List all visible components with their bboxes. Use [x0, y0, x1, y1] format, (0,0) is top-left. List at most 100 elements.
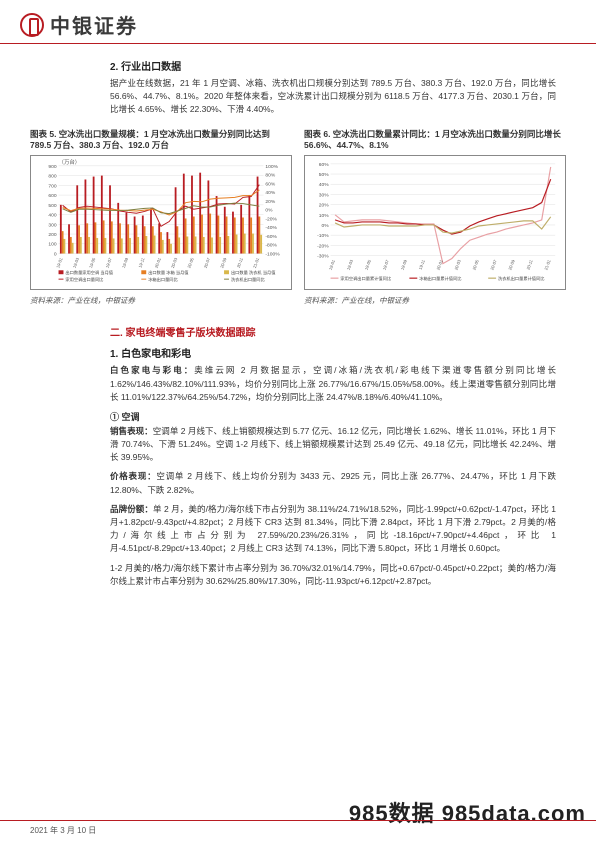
svg-text:冰箱出口量累计值同比: 冰箱出口量累计值同比: [419, 276, 461, 283]
ac-brand2: 1-2 月美的/格力/海尔线下累计市占率分别为 36.70%/32.01%/14…: [110, 562, 556, 588]
svg-text:20%: 20%: [319, 203, 329, 209]
svg-text:19-09: 19-09: [121, 257, 130, 269]
svg-text:19-05: 19-05: [364, 259, 373, 271]
svg-text:洗衣机出口量同比: 洗衣机出口量同比: [231, 277, 265, 284]
brand-name: 中银证券: [50, 10, 138, 39]
svg-text:19-07: 19-07: [104, 257, 113, 269]
svg-text:20%: 20%: [265, 199, 275, 205]
chart5-title: 图表 5. 空冰洗出口数量规模：1 月空冰洗出口数量分别同比达到 789.5 万…: [30, 129, 292, 152]
svg-text:0%: 0%: [322, 223, 330, 229]
svg-text:-60%: -60%: [265, 234, 277, 240]
svg-text:20-05: 20-05: [186, 257, 195, 269]
footer-date: 2021 年 3 月 10 日: [30, 825, 96, 836]
svg-text:出口数量 洗衣机 当月值: 出口数量 洗衣机 当月值: [231, 270, 276, 277]
svg-text:-20%: -20%: [317, 244, 329, 250]
svg-text:900: 900: [48, 164, 56, 170]
svg-text:20-11: 20-11: [525, 259, 533, 271]
svg-text:60%: 60%: [319, 162, 329, 168]
svg-text:80%: 80%: [265, 173, 275, 179]
content-top: 2. 行业出口数据 据产业在线数据，21 年 1 月空调、冰箱、洗衣机出口规模分…: [0, 44, 596, 117]
chart5-block: 图表 5. 空冰洗出口数量规模：1 月空冰洗出口数量分别同比达到 789.5 万…: [30, 129, 292, 307]
svg-text:19-11: 19-11: [137, 257, 145, 269]
chart5-source: 资料来源：产业在线，中银证券: [30, 295, 292, 306]
chart6-svg: -30% -20% -10% 0% 10% 20% 30% 40% 50% 60% 19-01 19-…: [304, 155, 566, 290]
svg-text:19-03: 19-03: [72, 257, 81, 269]
svg-text:60%: 60%: [265, 182, 275, 188]
svg-text:200: 200: [48, 232, 56, 238]
svg-text:21-01: 21-01: [252, 257, 261, 269]
svg-text:20-09: 20-09: [507, 259, 516, 271]
svg-text:20-01: 20-01: [436, 259, 445, 271]
ac-brand-body: 单 2 月，美的/格力/海尔线下市占分别为 38.11%/24.71%/18.5…: [110, 504, 556, 554]
svg-text:0: 0: [54, 252, 57, 258]
svg-text:19-03: 19-03: [346, 259, 355, 271]
svg-text:20-05: 20-05: [471, 259, 480, 271]
svg-text:-80%: -80%: [265, 243, 277, 249]
ac-price-lead: 价格表现：: [110, 471, 156, 481]
ac-brand: 品牌份额：单 2 月，美的/格力/海尔线下市占分别为 38.11%/24.71%…: [110, 503, 556, 556]
section2-para: 据产业在线数据，21 年 1 月空调、冰箱、洗衣机出口规模分别达到 789.5 …: [110, 77, 556, 117]
svg-text:家用空调出口量同比: 家用空调出口量同比: [65, 277, 103, 284]
svg-text:20-07: 20-07: [489, 259, 498, 271]
svg-text:500: 500: [48, 203, 56, 209]
chart6-source: 资料来源：产业在线，中银证券: [304, 295, 566, 306]
svg-text:300: 300: [48, 223, 56, 229]
ac-price: 价格表现：空调单 2 月线下、线上均价分别为 3433 元、2925 元，同比上…: [110, 470, 556, 496]
svg-text:冰箱出口量同比: 冰箱出口量同比: [148, 277, 178, 284]
svg-text:-30%: -30%: [317, 254, 329, 260]
svg-text:800: 800: [48, 174, 56, 180]
svg-text:600: 600: [48, 194, 56, 200]
svg-text:40%: 40%: [265, 191, 275, 197]
svg-text:0%: 0%: [265, 208, 273, 214]
content-bottom: 二. 家电终端零售子版块数据跟踪 1. 白色家电和彩电 白色家电与彩电：奥维云网…: [0, 306, 596, 587]
svg-text:19-11: 19-11: [418, 259, 426, 271]
ac-subnum: ① 空调: [110, 410, 556, 423]
svg-text:100: 100: [48, 242, 56, 248]
svg-text:20-03: 20-03: [453, 259, 462, 271]
svg-text:出口数量 冰箱 当月值: 出口数量 冰箱 当月值: [148, 270, 189, 277]
svg-text:（万台）: （万台）: [59, 158, 81, 166]
ac-sales: 销售表现：空调单 2 月线下、线上销额规模达到 5.77 亿元、16.12 亿元…: [110, 425, 556, 465]
sectionII-title: 二. 家电终端零售子版块数据跟踪: [110, 324, 556, 339]
ac-sales-body: 空调单 2 月线下、线上销额规模达到 5.77 亿元、16.12 亿元，同比增长…: [110, 426, 556, 462]
ac-sales-lead: 销售表现：: [110, 426, 153, 436]
sub1-lead: 白色家电与彩电：: [110, 365, 194, 375]
svg-text:50%: 50%: [319, 172, 329, 178]
svg-text:400: 400: [48, 213, 56, 219]
svg-text:30%: 30%: [319, 193, 329, 199]
svg-text:100%: 100%: [265, 164, 278, 170]
ac-price-body: 空调单 2 月线下、线上均价分别为 3433 元、2925 元，同比上涨 26.…: [110, 471, 556, 494]
svg-text:40%: 40%: [319, 183, 329, 189]
svg-text:700: 700: [48, 184, 56, 190]
svg-text:19-05: 19-05: [88, 257, 97, 269]
svg-text:-100%: -100%: [265, 252, 280, 258]
svg-text:-10%: -10%: [317, 234, 329, 240]
page-header: 中银证券: [0, 0, 596, 44]
svg-text:家用空调出口量累计值同比: 家用空调出口量累计值同比: [340, 276, 391, 283]
chart6-title: 图表 6. 空冰洗出口数量累计同比：1 月空冰洗出口数量分别同比增长 56.6%…: [304, 129, 566, 152]
svg-text:19-09: 19-09: [400, 259, 409, 271]
svg-text:20-03: 20-03: [170, 257, 179, 269]
logo-icon: [20, 13, 44, 37]
svg-text:-40%: -40%: [265, 226, 277, 232]
svg-text:20-07: 20-07: [203, 257, 212, 269]
svg-text:20-01: 20-01: [154, 257, 163, 269]
svg-text:出口数量家用空调 当月值: 出口数量家用空调 当月值: [65, 270, 113, 277]
svg-text:19-01: 19-01: [328, 259, 337, 271]
section2-title: 2. 行业出口数据: [110, 58, 556, 73]
sub1-title: 1. 白色家电和彩电: [110, 345, 556, 360]
svg-text:10%: 10%: [319, 213, 329, 219]
svg-text:20-11: 20-11: [236, 257, 244, 269]
chart5-svg: 0 100 200 300 400 500 600 700 800 900 -100% -80% -60…: [30, 155, 292, 290]
sub1-para: 白色家电与彩电：奥维云网 2 月数据显示，空调/冰箱/洗衣机/彩电线下渠道零售额…: [110, 364, 556, 404]
chart6-block: 图表 6. 空冰洗出口数量累计同比：1 月空冰洗出口数量分别同比增长 56.6%…: [304, 129, 566, 307]
ac-brand-lead: 品牌份额：: [110, 504, 153, 514]
svg-text:洗衣机出口量累计值同比: 洗衣机出口量累计值同比: [498, 276, 544, 283]
svg-text:-20%: -20%: [265, 217, 277, 223]
svg-text:20-09: 20-09: [219, 257, 228, 269]
svg-text:21-01: 21-01: [543, 259, 552, 271]
page-footer: 2021 年 3 月 10 日: [0, 820, 596, 842]
charts-row: 图表 5. 空冰洗出口数量规模：1 月空冰洗出口数量分别同比达到 789.5 万…: [0, 123, 596, 307]
svg-text:19-07: 19-07: [382, 259, 391, 271]
svg-text:19-01: 19-01: [55, 257, 64, 269]
